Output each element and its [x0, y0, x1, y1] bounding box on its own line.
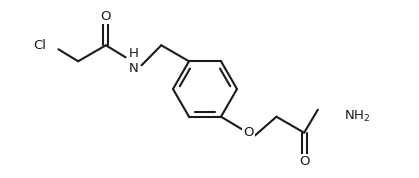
Text: NH$_2$: NH$_2$: [344, 109, 370, 124]
Text: O: O: [243, 126, 254, 139]
Text: O: O: [299, 155, 309, 168]
Text: H
N: H N: [129, 47, 139, 75]
Text: Cl: Cl: [34, 39, 47, 52]
Text: O: O: [101, 10, 111, 23]
